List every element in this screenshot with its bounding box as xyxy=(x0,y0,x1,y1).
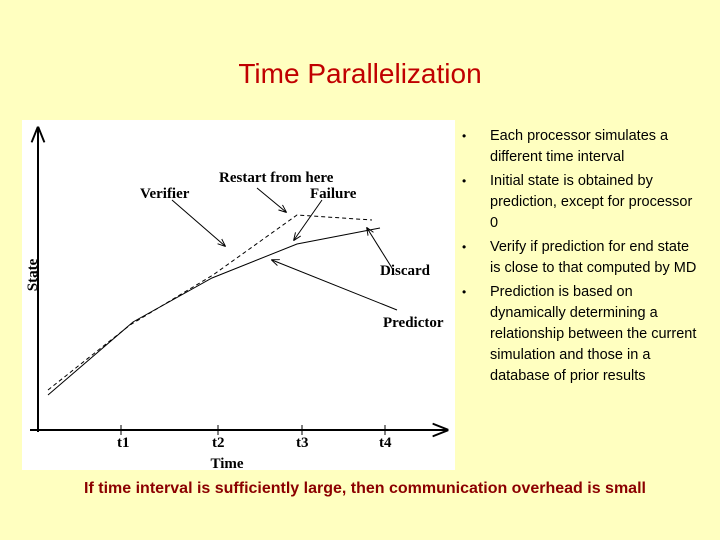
tick-label: t3 xyxy=(296,435,309,451)
diagram: Verifier Restart from here Failure Disca… xyxy=(22,120,455,470)
actual-trajectory xyxy=(47,227,381,396)
x-axis-label: Time xyxy=(210,456,243,470)
discard-label: Discard xyxy=(380,263,431,279)
slide-title: Time Parallelization xyxy=(238,58,482,89)
tick-marks xyxy=(120,425,386,435)
verifier-label: Verifier xyxy=(140,186,190,202)
tick-label: t1 xyxy=(117,435,130,451)
arrows xyxy=(171,187,398,311)
y-axis-label: State xyxy=(25,258,41,291)
footer-note: If time interval is sufficiently large, … xyxy=(84,480,646,497)
predicted-trajectory xyxy=(47,214,373,391)
bullet-list: Each processor simulates a different tim… xyxy=(462,126,702,390)
tick-label: t4 xyxy=(379,435,392,451)
predictor-label: Predictor xyxy=(383,315,444,331)
bullet: Initial state is obtained by prediction,… xyxy=(462,171,702,234)
axes xyxy=(30,128,447,432)
bullet: Verify if prediction for end state is cl… xyxy=(462,237,702,279)
failure-label: Failure xyxy=(310,186,357,202)
restart-label: Restart from here xyxy=(219,170,334,186)
bullet: Each processor simulates a different tim… xyxy=(462,126,702,168)
bullet: Prediction is based on dynamically deter… xyxy=(462,282,702,387)
tick-label: t2 xyxy=(212,435,225,451)
